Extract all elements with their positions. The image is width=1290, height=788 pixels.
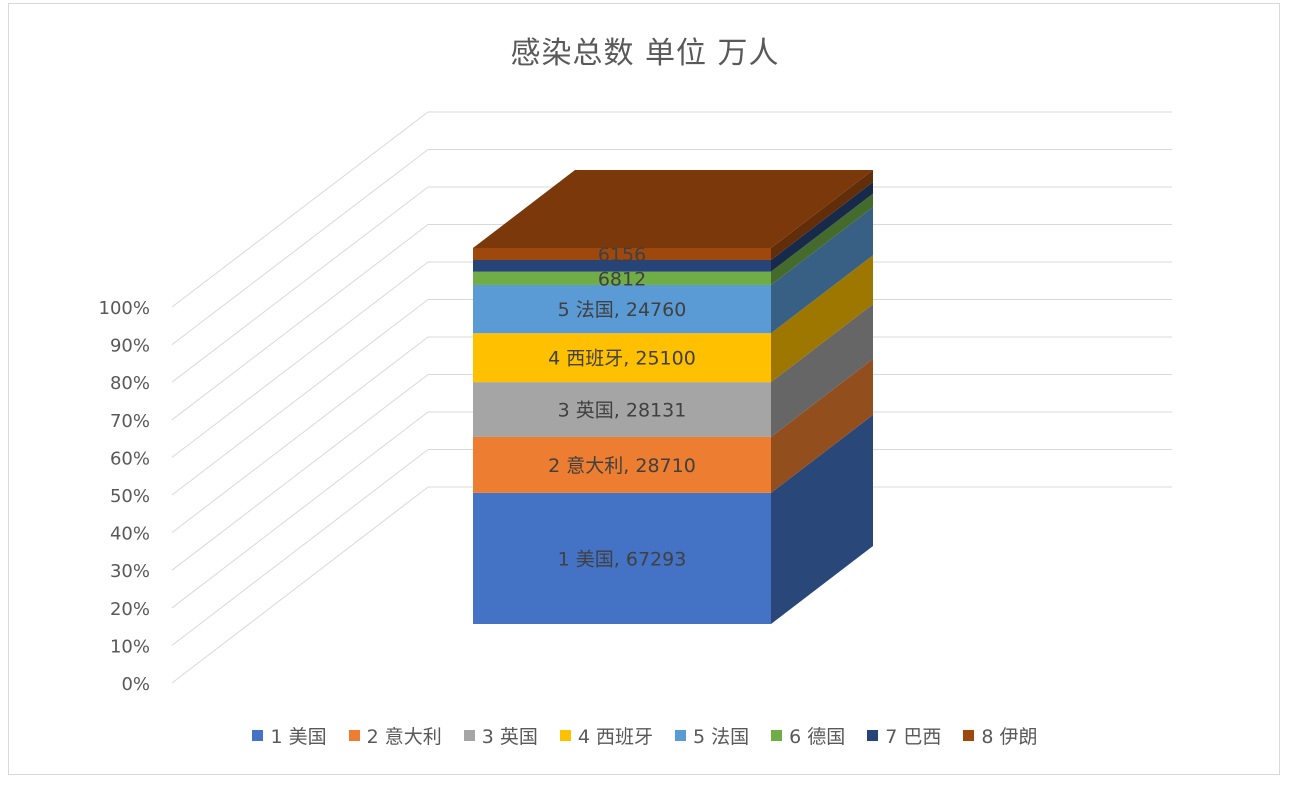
legend-item: 8 伊朗 <box>963 722 1038 749</box>
legend-label: 1 美国 <box>270 726 327 748</box>
y-tick-label: 60% <box>110 448 150 469</box>
bar-segment-front <box>473 248 771 260</box>
bar-segment-front <box>473 436 771 493</box>
gridline-side <box>171 186 429 383</box>
gridline-side <box>171 299 429 496</box>
gridline-side <box>171 449 429 646</box>
gridline-side <box>171 149 429 345</box>
bar-segment-front <box>473 259 771 272</box>
legend-swatch <box>348 730 360 741</box>
gridline-side <box>171 261 429 458</box>
data-label: 6812 <box>598 268 646 290</box>
gridline-side <box>171 336 429 533</box>
legend-label: 6 德国 <box>789 726 846 748</box>
legend-item: 1 美国 <box>252 722 327 749</box>
data-label: 5 法国, 24760 <box>558 299 687 321</box>
y-tick-label: 40% <box>110 524 150 545</box>
legend-swatch <box>559 730 571 741</box>
bar-segment-front <box>473 492 771 624</box>
legend-label: 8 伊朗 <box>981 726 1038 748</box>
y-tick-label: 70% <box>110 411 150 432</box>
data-label: 4 西班牙, 25100 <box>548 348 696 370</box>
bar-segment-side <box>771 170 873 260</box>
y-tick-label: 0% <box>121 674 150 695</box>
y-tick-label: 100% <box>99 298 150 319</box>
y-tick-label: 20% <box>110 599 150 620</box>
y-tick-label: 90% <box>110 336 150 357</box>
legend-item: 3 英国 <box>463 722 538 749</box>
legend-label: 3 英国 <box>481 726 538 748</box>
data-label: 2 意大利, 28710 <box>548 455 696 477</box>
bar-segment-front <box>473 382 771 437</box>
legend-label: 2 意大利 <box>366 726 442 748</box>
legend-item: 4 西班牙 <box>559 722 653 749</box>
bar-segment-front <box>473 284 771 334</box>
legend-item: 5 法国 <box>675 722 749 749</box>
legend: 1 美国 2 意大利 3 英国 4 西班牙 5 法国 6 德国 7 巴西 8 伊朗 <box>0 722 1290 749</box>
bar-segment-side <box>771 304 873 437</box>
gridline-side <box>171 411 429 609</box>
chart-title: 感染总数 单位 万人 <box>510 36 780 71</box>
y-tick-label: 30% <box>110 561 150 582</box>
bar-segment-side <box>771 358 873 493</box>
legend-label: 4 西班牙 <box>577 726 653 748</box>
bar-segment-side <box>771 193 873 285</box>
legend-swatch <box>675 730 686 741</box>
legend-item: 2 意大利 <box>348 722 442 749</box>
bar-segment-front <box>473 333 771 383</box>
legend-swatch <box>963 730 975 741</box>
data-label: 1 美国, 67293 <box>558 548 687 570</box>
legend-swatch <box>463 730 475 741</box>
legend-item: 6 德国 <box>771 722 845 749</box>
gridline-side <box>171 224 429 421</box>
gridline-side <box>171 111 429 308</box>
legend-label: 7 巴西 <box>885 726 942 748</box>
bar-segment-side <box>771 181 873 272</box>
bar-segment-side <box>771 414 873 624</box>
legend-label: 5 法国 <box>693 726 750 748</box>
data-label: 3 英国, 28131 <box>558 400 687 422</box>
bar-segment-side <box>771 206 873 334</box>
legend-swatch <box>252 730 264 741</box>
bar-top-face <box>473 170 873 248</box>
bar-segment-front <box>473 271 771 285</box>
y-tick-label: 10% <box>110 636 150 657</box>
y-tick-label: 80% <box>110 373 150 394</box>
bar-segment-side <box>771 255 873 383</box>
y-tick-label: 50% <box>110 486 150 507</box>
legend-item: 7 巴西 <box>867 722 941 749</box>
data-label: 6156 <box>598 244 646 266</box>
legend-swatch <box>867 730 879 741</box>
gridline-side <box>171 374 429 571</box>
gridline-side <box>171 486 429 684</box>
legend-swatch <box>771 730 783 741</box>
